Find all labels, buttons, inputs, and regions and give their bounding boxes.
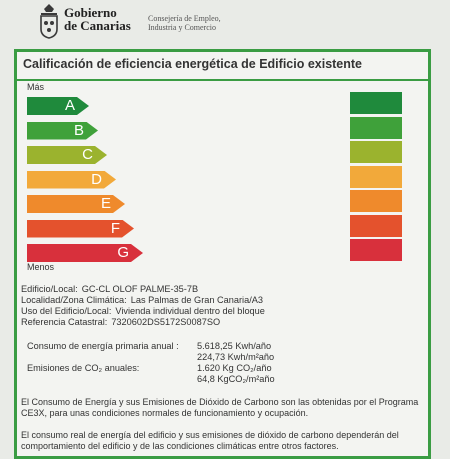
use-row: Uso del Edificio/Local: Vivienda individu… (21, 306, 265, 317)
dept-line1: Consejería de Empleo, (148, 14, 221, 23)
energy-consumption-label: Consumo de energía primaria anual : (27, 341, 179, 351)
result-box-5 (350, 190, 402, 212)
building-value: GC-CL OLOF PALME-35-7B (81, 284, 199, 294)
cadastral-row: Referencia Catastral: 7320602DS5172S0087S… (21, 317, 220, 328)
rating-arrow-f: F (27, 220, 134, 238)
rating-letter-a: A (64, 97, 75, 114)
result-box-1 (350, 92, 402, 114)
department-name: Consejería de Empleo, Industria y Comerc… (148, 14, 221, 32)
emissions-value-2: 64,8 KgCO₂/m²año (197, 374, 275, 384)
scale-bottom-label: Menos (27, 262, 55, 272)
rating-arrow-g: G (27, 244, 143, 262)
energy-consumption-value-2: 224,73 Kwh/m²año (197, 352, 275, 362)
use-value: Vivienda individual dentro del bloque (115, 306, 265, 316)
methodology-note: El Consumo de Energía y sus Emisiones de… (21, 397, 419, 418)
rating-letter-g: G (117, 244, 129, 261)
government-name: Gobierno de Canarias (64, 6, 131, 32)
header: Gobierno de Canarias Consejería de Emple… (0, 0, 450, 44)
use-label: Uso del Edificio/Local: (21, 306, 112, 316)
rating-arrow-a: A (27, 97, 89, 115)
disclaimer-note: El consumo real de energía del edificio … (21, 430, 399, 451)
emissions-value-1: 1.620 Kg CO₂/año (197, 363, 272, 373)
rating-letter-e: E (100, 195, 111, 212)
gov-name-line2: de Canarias (64, 18, 131, 33)
result-box-6 (350, 214, 402, 237)
building-label: Edificio/Local: (21, 284, 78, 294)
result-box-2 (350, 116, 402, 139)
rating-letter-c: C (82, 146, 93, 163)
energy-certificate-panel: Calificación de eficiencia energética de… (14, 49, 431, 459)
cadastral-label: Referencia Catastral: (21, 317, 108, 327)
cadastral-value: 7320602DS5172S0087SO (111, 317, 221, 327)
result-box-7 (350, 239, 402, 261)
rating-letter-d: D (91, 170, 102, 188)
rating-arrow-e: E (27, 195, 125, 213)
result-box-3 (350, 141, 402, 163)
rating-letter-f: F (110, 219, 120, 237)
energy-consumption-value-1: 5.618,25 Kwh/año (197, 341, 272, 351)
canarias-crest-icon (40, 4, 58, 39)
emissions-label: Emisiones de CO₂ anuales: (27, 363, 140, 373)
dept-line2: Industria y Comercio (148, 23, 216, 32)
location-label: Localidad/Zona Climática: (21, 295, 127, 305)
location-value: Las Palmas de Gran Canaria/A3 (130, 295, 263, 305)
rating-arrow-c: C (27, 146, 107, 164)
title-bar: Calificación de eficiencia energética de… (17, 52, 428, 81)
rating-arrow-b: B (27, 122, 98, 140)
location-row: Localidad/Zona Climática: Las Palmas de G… (21, 295, 263, 306)
scale-top-label: Más (27, 82, 45, 92)
rating-letter-b: B (73, 121, 84, 139)
result-box-4 (350, 165, 402, 188)
certificate-title: Calificación de eficiencia energética de… (23, 57, 363, 71)
gov-name-line1: Gobierno (64, 5, 117, 20)
rating-arrow-d: D (27, 171, 116, 189)
building-row: Edificio/Local: GC-CL OLOF PALME-35-7B (21, 284, 198, 295)
